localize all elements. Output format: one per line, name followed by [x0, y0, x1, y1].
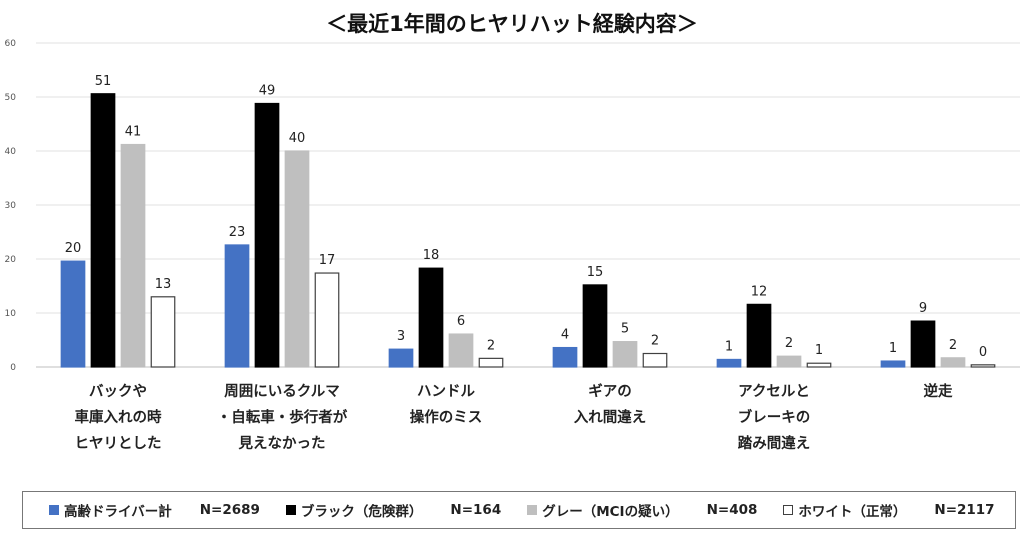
bar	[716, 358, 742, 368]
data-label: 13	[155, 277, 172, 292]
bar	[418, 267, 444, 368]
legend-swatch-black	[285, 505, 296, 515]
x-category-label: バックや	[89, 383, 147, 400]
data-label: 0	[979, 345, 987, 360]
bar	[776, 355, 802, 368]
data-label: 15	[587, 265, 604, 280]
x-category-label: 入れ間違え	[574, 408, 647, 426]
x-category-label: ・自転車・歩行者が	[217, 408, 348, 426]
data-label: 41	[125, 125, 142, 140]
data-label: 1	[815, 343, 823, 358]
legend-item-gray: グレー（MCIの疑い） N=408	[527, 500, 757, 520]
data-label: 49	[259, 83, 276, 98]
legend-swatch-white	[783, 505, 794, 515]
bar	[388, 348, 414, 368]
legend-n-elderly-total: N=2689	[199, 502, 260, 518]
chart-legend: 高齢ドライバー計 N=2689 ブラック（危険群） N=164 グレー（MCIの…	[22, 491, 1016, 529]
bar	[120, 143, 146, 368]
y-tick-label: 60	[5, 39, 17, 49]
bar	[940, 357, 966, 368]
legend-swatch-gray	[527, 505, 538, 515]
data-label: 20	[65, 241, 82, 256]
legend-n-black: N=164	[450, 502, 502, 518]
y-tick-label: 20	[5, 255, 17, 265]
x-category-label: アクセルと	[738, 383, 810, 400]
bar	[746, 303, 772, 368]
bar	[910, 320, 936, 368]
bar	[612, 341, 638, 368]
bar	[90, 93, 116, 368]
x-category-label: 見えなかった	[238, 435, 326, 452]
legend-item-elderly-total: 高齢ドライバー計 N=2689	[49, 500, 260, 520]
bar	[880, 360, 906, 368]
x-category-label: 操作のミス	[410, 408, 483, 426]
bar	[478, 357, 504, 368]
legend-n-white: N=2117	[934, 502, 995, 518]
data-label: 12	[751, 284, 768, 299]
data-label: 23	[229, 225, 246, 240]
legend-label-white: ホワイト（正常）	[798, 504, 907, 520]
x-category-label: ギアの	[588, 383, 632, 400]
bar	[642, 352, 668, 368]
x-category-label: ヒヤリとした	[75, 435, 162, 452]
legend-label-gray: グレー（MCIの疑い）	[542, 504, 679, 520]
bar	[314, 272, 340, 368]
data-label: 1	[725, 339, 733, 354]
bar	[552, 346, 578, 368]
legend-swatch-elderly-total	[49, 505, 59, 515]
data-label: 3	[397, 329, 405, 344]
chart-title: ＜最近1年間のヒヤリハット経験内容＞	[326, 12, 698, 36]
data-label: 9	[919, 301, 927, 316]
y-tick-label: 50	[5, 93, 17, 103]
bar	[448, 333, 474, 368]
data-label: 40	[289, 131, 306, 146]
data-label: 51	[95, 74, 112, 89]
legend-item-black: ブラック（危険群） N=164	[285, 500, 502, 520]
y-tick-label: 40	[5, 147, 17, 157]
x-category-label: ハンドル	[417, 384, 475, 400]
x-category-label: 周囲にいるクルマ	[224, 383, 340, 400]
data-label: 5	[621, 322, 629, 337]
y-tick-label: 10	[5, 309, 17, 319]
data-label: 2	[651, 334, 659, 349]
x-category-label: 逆走	[924, 382, 953, 400]
legend-label-elderly-total: 高齢ドライバー計	[64, 504, 172, 520]
data-label: 2	[949, 338, 957, 353]
bar	[970, 364, 996, 368]
x-category-label: 車庫入れの時	[75, 408, 162, 426]
bar	[254, 102, 280, 368]
x-category-label: 踏み間違え	[738, 434, 811, 452]
data-label: 2	[785, 336, 793, 351]
bar	[150, 296, 176, 368]
data-label: 17	[319, 253, 336, 268]
data-label: 1	[889, 341, 897, 356]
bar	[224, 244, 250, 368]
bar	[806, 362, 832, 368]
data-label: 4	[561, 328, 569, 343]
bar	[284, 150, 310, 368]
legend-item-white: ホワイト（正常） N=2117	[783, 500, 995, 520]
y-tick-label: 30	[5, 201, 17, 211]
y-tick-label: 0	[10, 363, 16, 373]
data-label: 6	[457, 314, 465, 329]
legend-label-black: ブラック（危険群）	[300, 504, 423, 520]
legend-n-gray: N=408	[706, 502, 758, 518]
bar	[60, 260, 86, 368]
data-label: 18	[423, 248, 440, 263]
bar	[582, 284, 608, 368]
x-category-label: ブレーキの	[738, 408, 811, 426]
data-label: 2	[487, 338, 495, 353]
